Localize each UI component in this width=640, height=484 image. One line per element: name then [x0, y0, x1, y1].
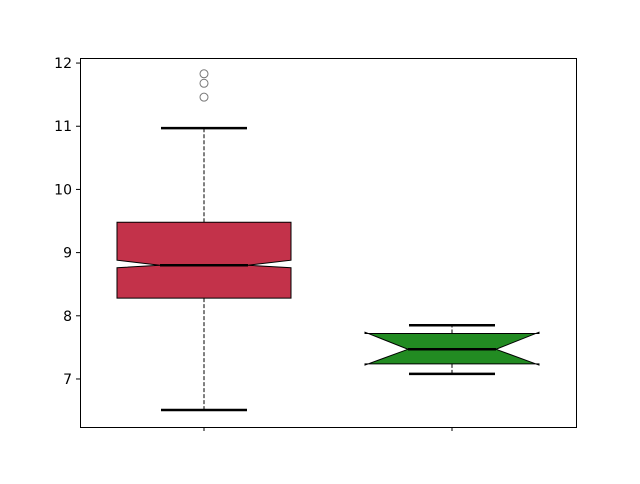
plot-frame — [80, 58, 577, 428]
y-tick-label: 7 — [63, 372, 72, 388]
outlier-point — [199, 78, 209, 88]
y-tick-label: 12 — [54, 56, 72, 72]
outlier-point — [199, 92, 209, 102]
notched-box — [116, 221, 292, 299]
y-tick-label: 8 — [63, 309, 72, 325]
y-tick-label: 9 — [63, 246, 72, 262]
y-tick-label: 11 — [54, 119, 72, 135]
y-tick-label: 10 — [54, 182, 72, 198]
box-1 — [116, 69, 292, 412]
box-2 — [364, 324, 540, 376]
outlier-point — [199, 69, 209, 79]
